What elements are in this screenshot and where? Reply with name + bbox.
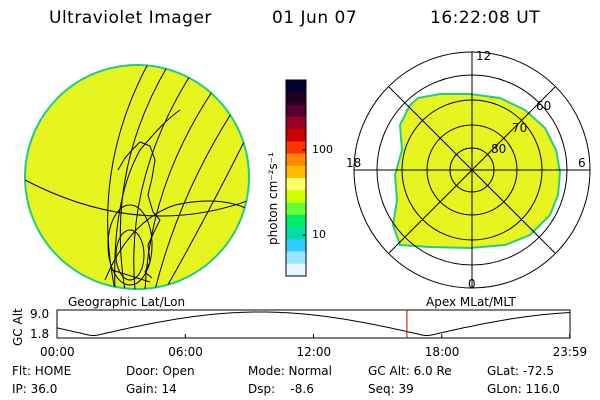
info-gain: Gain: 14 xyxy=(126,382,177,396)
altitude-ylabel: GC Alt xyxy=(11,308,25,346)
mlt-12-label: 12 xyxy=(476,49,491,63)
colorbar-swatches xyxy=(286,80,306,277)
colorbar-swatch xyxy=(286,153,306,167)
info-ip: IP: 36.0 xyxy=(12,382,58,396)
altitude-xtick-label: 00:00 xyxy=(40,345,75,359)
mlt-6-label: 6 xyxy=(578,156,586,170)
polar-plot: 12 0 18 6 60 70 80 xyxy=(346,49,591,291)
geo-grid-lines xyxy=(25,65,249,289)
coastline xyxy=(117,141,161,279)
colorbar: 100 10 photon cm⁻²s⁻¹ xyxy=(266,79,333,277)
header-title: Ultraviolet Imager xyxy=(49,8,212,28)
colorbar-swatch xyxy=(286,251,306,265)
colorbar-swatch xyxy=(286,239,306,252)
colorbar-swatch xyxy=(286,80,306,93)
geographic-image xyxy=(24,64,250,290)
lat-60-label: 60 xyxy=(536,99,551,113)
mlt-0-label: 0 xyxy=(468,277,476,291)
right-panel-label: Apex MLat/MLT xyxy=(426,295,516,309)
colorbar-swatch xyxy=(286,263,306,277)
lat-70-label: 70 xyxy=(512,121,527,135)
altitude-xticks: 00:00 06:00 12:00 18:00 23:59 xyxy=(40,334,587,359)
altitude-plot: GC Alt 9.0 1.8 00:00 06:00 12:00 18:00 23:59 xyxy=(11,307,587,359)
left-panel-label: Geographic Lat/Lon xyxy=(68,295,185,309)
colorbar-swatch xyxy=(286,92,306,105)
altitude-xtick-label: 18:00 xyxy=(425,345,460,359)
info-seq: Seq: 39 xyxy=(368,382,414,396)
lat-80-label: 80 xyxy=(491,142,506,156)
colorbar-label: photon cm⁻²s⁻¹ xyxy=(266,152,280,245)
colorbar-swatch xyxy=(286,116,306,130)
auroral-oval xyxy=(391,93,562,250)
info-mode: Mode: Normal xyxy=(248,364,332,378)
colorbar-swatch xyxy=(286,214,306,228)
altitude-xtick-label: 12:00 xyxy=(297,345,332,359)
mlt-18-label: 18 xyxy=(346,156,361,170)
colorbar-tick-10: 10 xyxy=(312,228,326,241)
colorbar-tick-100: 100 xyxy=(312,143,333,156)
info-glat: GLat: -72.5 xyxy=(487,364,554,378)
polar-spokes xyxy=(354,52,590,288)
colorbar-swatch xyxy=(286,129,306,142)
ytick-1-8: 1.8 xyxy=(30,327,49,341)
info-glon: GLon: 116.0 xyxy=(487,382,560,396)
header-date: 01 Jun 07 xyxy=(272,8,358,28)
earth-disk xyxy=(24,64,250,290)
info-door: Door: Open xyxy=(126,364,195,378)
colorbar-swatch xyxy=(286,227,306,240)
altitude-xtick-label: 06:00 xyxy=(168,345,203,359)
colorbar-swatch xyxy=(286,202,306,216)
colorbar-swatch xyxy=(286,141,306,154)
ytick-9: 9.0 xyxy=(30,307,49,321)
info-flt: Flt: HOME xyxy=(12,364,72,378)
colorbar-swatch xyxy=(286,190,306,203)
colorbar-swatch xyxy=(286,165,306,179)
info-gc-alt: GC Alt: 6.0 Re xyxy=(368,364,452,378)
altitude-xtick-label: 23:59 xyxy=(553,345,588,359)
info-dsp: Dsp: -8.6 xyxy=(248,382,314,396)
colorbar-swatch xyxy=(286,104,306,118)
header-time: 16:22:08 UT xyxy=(430,8,541,28)
colorbar-swatch xyxy=(286,178,306,191)
altitude-curve xyxy=(56,311,571,336)
